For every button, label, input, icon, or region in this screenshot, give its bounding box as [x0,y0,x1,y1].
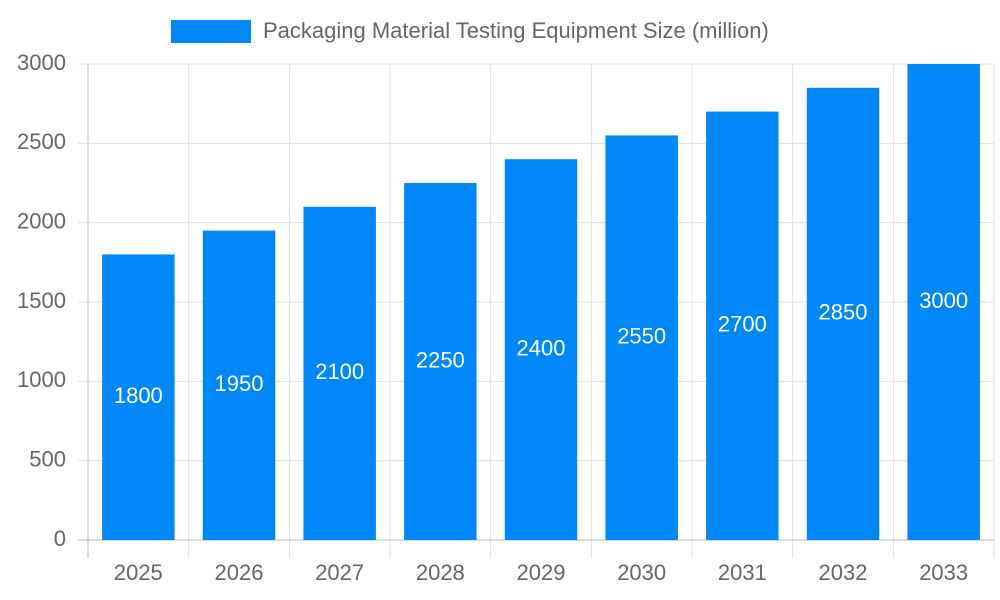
x-tick-label: 2031 [718,560,767,585]
bar [605,135,678,540]
y-tick-label: 2000 [17,208,66,233]
legend-swatch [171,20,251,43]
data-label: 1800 [114,383,163,408]
legend-label: Packaging Material Testing Equipment Siz… [263,18,769,43]
x-tick-label: 2033 [919,560,968,585]
y-tick-label: 1000 [17,367,66,392]
x-tick-label: 2030 [617,560,666,585]
y-tick-label: 500 [29,446,66,471]
data-label: 2400 [517,335,566,360]
x-tick-label: 2025 [114,560,163,585]
data-label: 2250 [416,347,465,372]
data-label: 2100 [315,359,364,384]
y-tick-label: 1500 [17,288,66,313]
x-tick-label: 2027 [315,560,364,585]
bar [202,230,276,540]
x-tick-label: 2032 [819,560,868,585]
bar [806,87,880,541]
bar [102,254,175,540]
x-tick-label: 2028 [416,560,465,585]
bar [706,111,779,540]
data-label: 2850 [819,300,868,325]
bar [404,183,477,540]
y-tick-label: 3000 [17,50,66,75]
data-label: 3000 [919,288,968,313]
data-label: 1950 [215,371,264,396]
data-label: 2550 [617,324,666,349]
bar [303,206,376,541]
x-tick-label: 2029 [517,560,566,585]
y-tick-label: 0 [54,526,66,551]
x-tick-label: 2026 [215,560,264,585]
bar [907,64,980,540]
y-tick-label: 2500 [17,129,66,154]
data-label: 2700 [718,312,767,337]
bar [504,159,578,540]
